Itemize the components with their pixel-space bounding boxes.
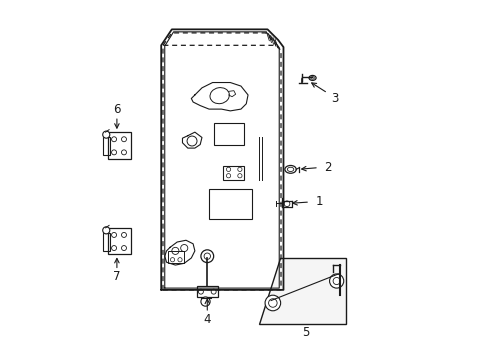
Text: 1: 1 bbox=[315, 195, 322, 208]
Text: 5: 5 bbox=[301, 326, 309, 339]
Circle shape bbox=[102, 227, 110, 234]
Text: 2: 2 bbox=[324, 161, 331, 174]
Circle shape bbox=[201, 297, 210, 306]
Circle shape bbox=[329, 274, 343, 288]
Bar bbox=[108, 228, 131, 255]
Bar bbox=[196, 286, 218, 297]
Text: 3: 3 bbox=[330, 92, 338, 105]
Bar bbox=[108, 132, 131, 159]
Text: 6: 6 bbox=[113, 103, 121, 116]
Circle shape bbox=[102, 131, 110, 138]
Ellipse shape bbox=[285, 166, 296, 173]
Polygon shape bbox=[258, 258, 345, 324]
Bar bbox=[168, 251, 184, 263]
Bar bbox=[102, 233, 110, 251]
Bar bbox=[214, 123, 244, 145]
Text: 4: 4 bbox=[203, 313, 211, 326]
Text: 7: 7 bbox=[113, 270, 121, 283]
Circle shape bbox=[201, 250, 213, 262]
Circle shape bbox=[264, 295, 280, 311]
Ellipse shape bbox=[308, 76, 315, 80]
Bar bbox=[223, 166, 244, 180]
Bar bbox=[102, 138, 110, 155]
Bar bbox=[209, 189, 251, 219]
